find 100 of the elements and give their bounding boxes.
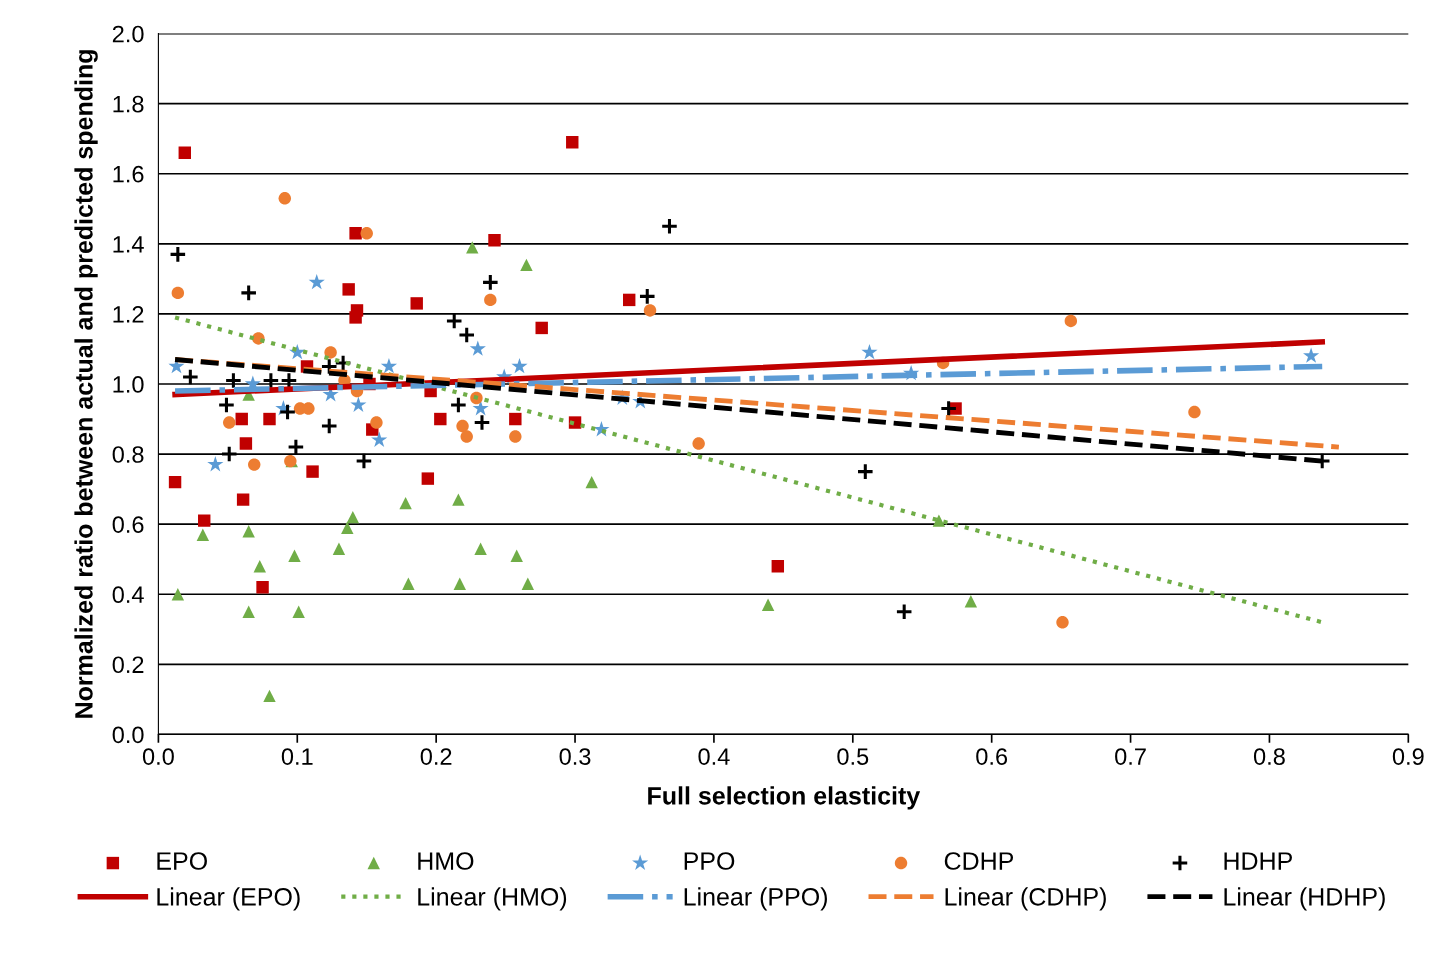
- point: [761, 598, 775, 611]
- y-tick-label: 0.2: [112, 656, 144, 674]
- point: [1056, 616, 1069, 629]
- point: [324, 346, 337, 359]
- point: [399, 496, 412, 510]
- legend-label: HDHP: [1224, 852, 1292, 870]
- point: [481, 273, 500, 292]
- point: [306, 465, 319, 478]
- point: [692, 437, 705, 450]
- y-tick-label: 1.8: [113, 95, 144, 113]
- point: [473, 413, 491, 432]
- point: [509, 430, 522, 443]
- point: [263, 689, 276, 703]
- point: [445, 312, 464, 330]
- point: [263, 412, 276, 426]
- point: [511, 357, 528, 374]
- point: [460, 430, 473, 443]
- point: [585, 475, 598, 489]
- point: [287, 438, 305, 456]
- point: [861, 343, 878, 360]
- y-tick-label: 0.0: [112, 726, 144, 744]
- point: [360, 227, 373, 240]
- point: [346, 510, 360, 524]
- point: [169, 245, 187, 264]
- point: [349, 311, 362, 324]
- point: [434, 412, 447, 426]
- point: [638, 287, 657, 306]
- x-tick-label: 0.7: [1115, 748, 1146, 765]
- point: [771, 560, 785, 573]
- point: [181, 368, 200, 386]
- point: [236, 493, 250, 506]
- point: [171, 286, 185, 300]
- point: [410, 297, 423, 310]
- y-tick-label: 0.8: [112, 446, 144, 463]
- y-tick-label: 0.6: [112, 516, 144, 533]
- point: [466, 241, 479, 254]
- x-tick-label: 0.8: [1253, 748, 1285, 765]
- x-tick-label: 0.1: [281, 748, 313, 765]
- point: [895, 602, 913, 621]
- point: [248, 458, 261, 471]
- y-tick-label: 2.0: [112, 25, 144, 43]
- point: [1188, 405, 1201, 419]
- point: [239, 437, 253, 450]
- point: [342, 283, 355, 296]
- point: [453, 577, 466, 590]
- point: [242, 605, 255, 618]
- x-tick-label: 0.5: [837, 748, 869, 765]
- point: [370, 416, 383, 429]
- point: [224, 371, 243, 390]
- point: [660, 217, 679, 236]
- point: [421, 472, 435, 485]
- y-tick-label: 1.4: [113, 236, 144, 253]
- x-axis-title: Full selection elasticity: [648, 786, 921, 810]
- point: [457, 326, 476, 344]
- legend-label: Linear (EPO): [157, 887, 300, 911]
- y-tick-label: 1.6: [113, 165, 144, 183]
- point: [469, 340, 486, 356]
- point: [178, 146, 191, 159]
- legend-label: EPO: [157, 852, 207, 870]
- point: [964, 595, 978, 608]
- point: [350, 396, 367, 412]
- x-tick-label: 0.4: [698, 748, 730, 765]
- point: [332, 542, 346, 555]
- legend-label: PPO: [684, 852, 735, 870]
- point: [262, 371, 280, 390]
- point: [235, 412, 248, 426]
- point: [456, 419, 469, 433]
- legend-label: HMO: [418, 852, 474, 870]
- point: [939, 399, 958, 418]
- point: [474, 542, 487, 555]
- x-tick-label: 0.6: [976, 748, 1008, 765]
- point: [535, 321, 548, 335]
- legend-label: Linear (CDHP): [945, 887, 1106, 911]
- point: [207, 456, 224, 472]
- point: [521, 577, 535, 590]
- x-tick-label: 0.2: [420, 748, 452, 765]
- point: [292, 605, 305, 618]
- y-tick-label: 0.4: [112, 586, 144, 604]
- point: [622, 293, 636, 307]
- legend-label: CDHP: [944, 852, 1014, 870]
- point: [198, 514, 211, 527]
- point: [402, 577, 415, 590]
- point: [856, 462, 875, 481]
- point: [196, 528, 210, 541]
- legend-label: Linear (HDHP): [1224, 887, 1385, 911]
- point: [223, 416, 236, 429]
- point: [520, 258, 533, 272]
- point: [320, 417, 339, 435]
- point: [242, 524, 255, 538]
- x-tick-label: 0.0: [142, 748, 174, 765]
- legend-label: Linear (HMO): [418, 887, 567, 911]
- point: [371, 431, 388, 447]
- point: [1064, 314, 1078, 328]
- point: [1303, 347, 1320, 363]
- point: [472, 400, 489, 416]
- point: [643, 304, 657, 317]
- point: [566, 136, 579, 149]
- point: [278, 403, 297, 421]
- legend-label: Linear (PPO): [684, 887, 827, 911]
- point: [484, 293, 497, 307]
